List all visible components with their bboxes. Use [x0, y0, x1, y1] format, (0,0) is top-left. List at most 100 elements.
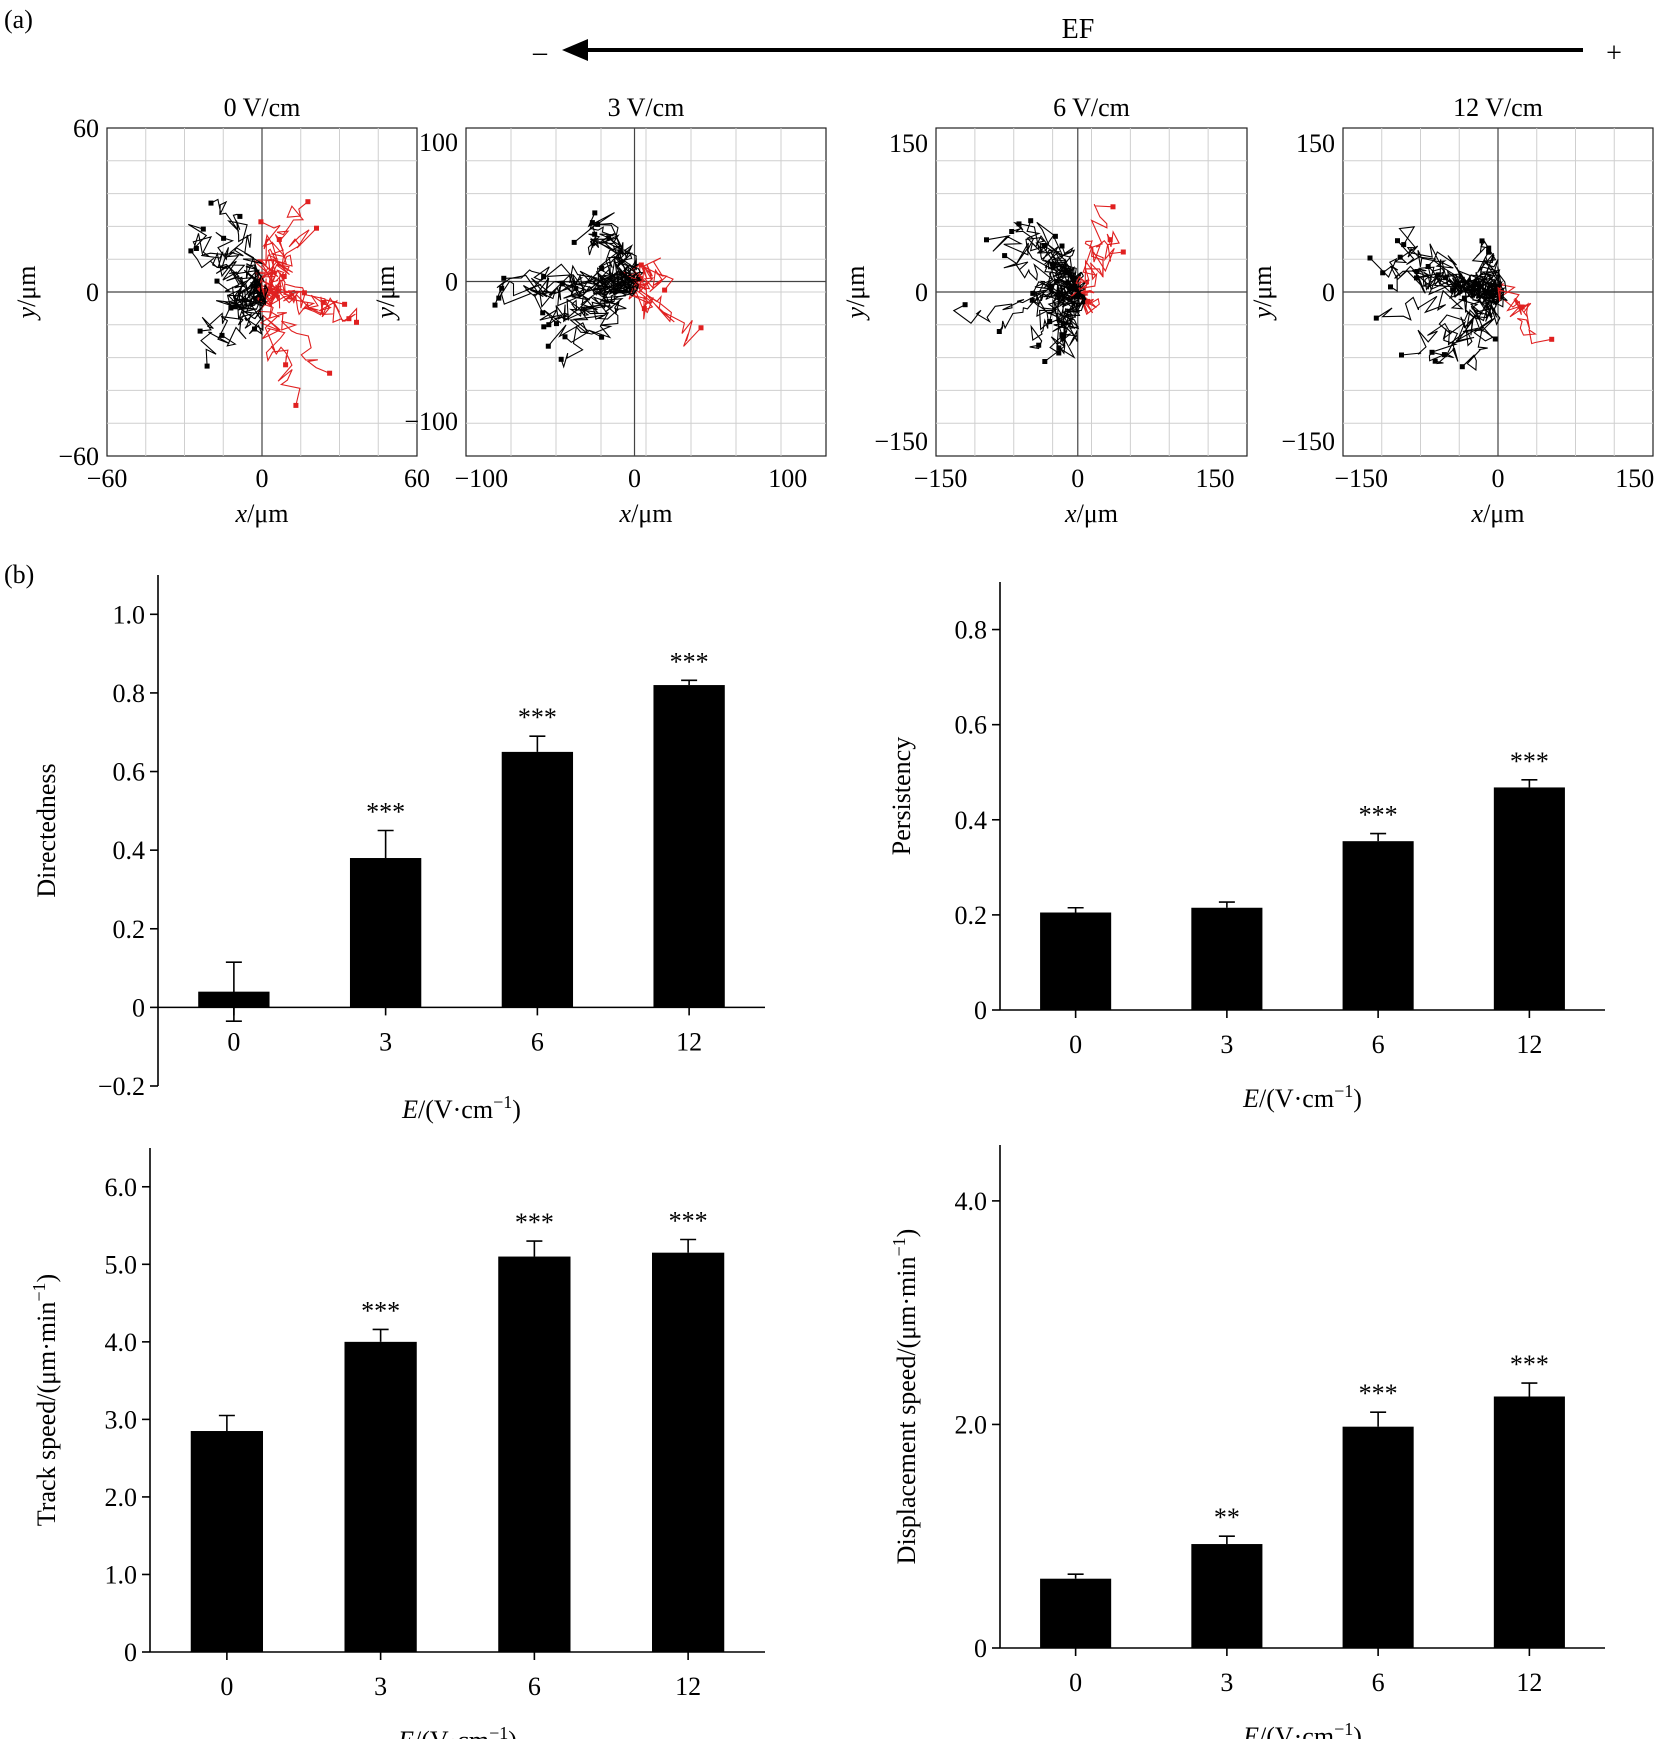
x-tick-label: 0 [1069, 1668, 1082, 1697]
bar-chart-0: −0.2 0 0.2 0.4 0.6 0.8 1.0 0 3 *** 6 *** 12 *** E/(V·c… [32, 575, 765, 1124]
y-tick-label: 0.4 [955, 806, 988, 835]
track-endpoint [293, 402, 299, 408]
x-axis-label: x/μm [235, 499, 289, 528]
track-red [261, 201, 309, 298]
x-axis-label-close: ) [1353, 1084, 1362, 1113]
y-tick-label: 0.4 [113, 836, 146, 865]
significance-marker: *** [1510, 1350, 1549, 1379]
x-axis-label-var: x [1471, 499, 1484, 528]
track-endpoint [281, 274, 287, 279]
track-endpoint [554, 321, 559, 327]
x-tick-label: 12 [676, 1027, 702, 1056]
y-axis-label-superscript: −1 [29, 1282, 49, 1301]
bar [1493, 1396, 1565, 1648]
track-black [1039, 242, 1079, 294]
y-axis-label: y/μm [841, 266, 870, 322]
y-axis-label: y/μm [371, 266, 400, 322]
y-axis-label-text: Persistency [887, 737, 916, 855]
y-tick-label: 100 [419, 128, 458, 157]
y-tick-label: 6.0 [105, 1173, 138, 1202]
track-endpoint [1048, 283, 1054, 289]
y-tick-label: 0 [86, 278, 99, 307]
track-endpoint [283, 362, 289, 368]
track-endpoint [1120, 249, 1126, 255]
track-endpoint [984, 237, 989, 243]
bar-chart-3: 02.04.00 3**6***12***E/(V·cm−1)Displaceme… [889, 1145, 1605, 1739]
track-black [1448, 279, 1500, 301]
track-endpoint [638, 262, 644, 268]
y-axis-label: Directedness [32, 763, 61, 897]
x-tick-label: 60 [404, 464, 430, 493]
track-endpoint [228, 305, 234, 311]
x-axis-label: E/(V·cm−1) [1242, 1719, 1362, 1739]
x-tick-label: 0 [256, 464, 269, 493]
track-endpoint [541, 324, 547, 330]
bar [1191, 1544, 1263, 1648]
x-axis-label: x/μm [1471, 499, 1525, 528]
x-axis-label-var: E [397, 1726, 414, 1739]
y-tick-label: −100 [404, 407, 458, 436]
bar [1342, 841, 1414, 1010]
bar-chart-1: 0 0.2 0.4 0.6 0.8 0 3 6 *** 12 *** E/(V·cm−1) Persis… [887, 582, 1605, 1113]
y-tick-label: 4.0 [105, 1328, 138, 1357]
track-endpoint [305, 199, 311, 205]
ef-minus-sign: – [532, 37, 548, 68]
track-endpoint [1459, 364, 1465, 370]
x-tick-label: 6 [1372, 1030, 1385, 1059]
track-endpoint [641, 306, 647, 312]
track-endpoint [1029, 297, 1035, 303]
track-endpoint [1028, 218, 1034, 224]
y-tick-label: 0 [445, 268, 458, 297]
y-axis-label-superscript: −1 [889, 1237, 909, 1256]
x-tick-label: 3 [1220, 1668, 1233, 1697]
track-endpoint [1395, 238, 1400, 244]
track-red [261, 282, 345, 312]
x-tick-label: 12 [1516, 1030, 1542, 1059]
x-axis-label-var: E [1242, 1722, 1259, 1739]
track-endpoint [327, 370, 333, 376]
y-tick-label: −60 [58, 442, 99, 471]
track-endpoint [1373, 315, 1379, 321]
track-endpoint [1107, 237, 1113, 243]
track-endpoint [545, 343, 551, 349]
y-axis-label-text: Directedness [32, 763, 61, 897]
significance-marker: *** [361, 1296, 400, 1325]
y-axis-label-unit: /μm [1248, 266, 1277, 307]
x-axis-label-var: x [235, 499, 248, 528]
y-axis-label: y/μm [12, 266, 41, 322]
track-endpoint [1443, 275, 1448, 281]
y-axis-label: Track speed/(μm·min−1) [29, 1274, 61, 1526]
track-endpoint [301, 290, 307, 296]
track-endpoint [499, 285, 505, 291]
y-axis-label-unit: /μm [841, 266, 870, 307]
track-endpoint [221, 235, 227, 241]
x-tick-label: 0 [227, 1027, 240, 1056]
track-endpoint [208, 200, 214, 206]
x-axis-label: E/(V·cm−1) [1242, 1081, 1362, 1113]
track-red [261, 284, 358, 324]
x-axis-label-unit: /(V·cm [1259, 1084, 1334, 1113]
track-endpoint [1016, 221, 1022, 227]
panel-b-label: (b) [4, 560, 34, 589]
track-endpoint [962, 302, 968, 308]
track-endpoint [571, 239, 577, 245]
plot-title: 6 V/cm [1053, 93, 1130, 122]
track-red [1077, 203, 1114, 297]
track-endpoint [1399, 352, 1404, 358]
track-endpoint [1056, 350, 1062, 356]
x-tick-label: −100 [454, 464, 508, 493]
x-tick-label: 0 [220, 1672, 233, 1701]
bar [1493, 787, 1565, 1010]
y-axis-label: Persistency [887, 737, 916, 855]
plot-title: 3 V/cm [608, 93, 685, 122]
y-tick-label: 4.0 [955, 1187, 988, 1216]
track-endpoint [320, 299, 326, 305]
track-endpoint [1110, 204, 1116, 210]
track-endpoint [573, 285, 579, 291]
y-tick-label: 0.2 [955, 901, 988, 930]
y-axis-label-var: y [12, 306, 41, 321]
y-tick-label: 60 [73, 114, 99, 143]
